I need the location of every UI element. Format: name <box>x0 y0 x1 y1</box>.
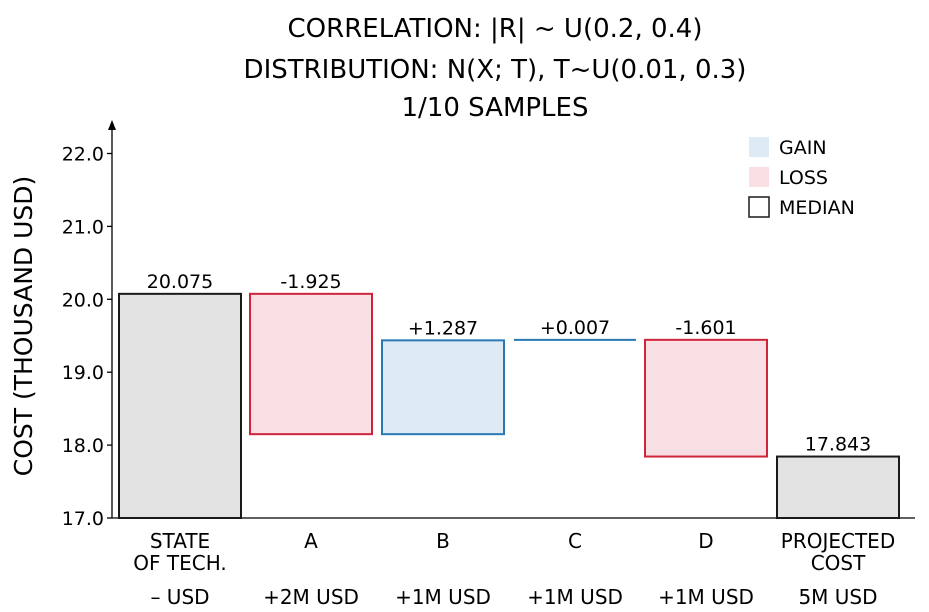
axes: 17.0 18.0 19.0 20.0 21.0 22.0 <box>62 120 915 530</box>
category-sublabel: +2M USD <box>263 585 359 609</box>
bar-value-label: +0.007 <box>540 317 610 339</box>
category-label: PROJECTED <box>781 529 895 553</box>
bar-value-label: 17.843 <box>805 434 871 456</box>
bar-loss <box>644 338 768 458</box>
bar-median <box>776 455 900 519</box>
category-sublabel: – USD <box>150 585 209 609</box>
category-sublabel: 5M USD <box>798 585 877 609</box>
title-line-1: CORRELATION: |R| ~ U(0.2, 0.4) <box>288 14 703 44</box>
legend-label-median: MEDIAN <box>779 197 855 219</box>
y-tick-label: 19.0 <box>62 362 104 384</box>
category-sublabel: +1M USD <box>395 585 491 609</box>
legend-swatch-gain <box>749 137 769 157</box>
y-tick-label: 22.0 <box>62 144 104 166</box>
bar-loss <box>249 292 373 436</box>
category-sublabel: +1M USD <box>527 585 623 609</box>
title-line-2: DISTRIBUTION: N(X; T), T~U(0.01, 0.3) <box>244 55 747 85</box>
y-tick-label: 17.0 <box>62 508 104 530</box>
category-label: COST <box>811 551 866 575</box>
y-tick-label: 18.0 <box>62 435 104 457</box>
legend-swatch-median <box>748 196 770 218</box>
category-label: B <box>436 529 450 553</box>
category-label: STATE <box>150 529 210 553</box>
bar-value-label: -1.925 <box>280 271 341 293</box>
category-label: OF TECH. <box>133 551 226 575</box>
bar-gain <box>381 339 505 436</box>
y-tick-label: 21.0 <box>62 216 104 238</box>
y-axis-label: COST (THOUSAND USD) <box>9 176 38 477</box>
bars <box>118 292 900 519</box>
category-sublabel: +1M USD <box>658 585 754 609</box>
legend-label-loss: LOSS <box>779 167 828 189</box>
y-tick-label: 20.0 <box>62 289 104 311</box>
y-axis-arrow <box>108 120 116 130</box>
category-label: D <box>698 529 713 553</box>
bar-median <box>118 292 242 519</box>
legend: GAIN LOSS MEDIAN <box>748 137 855 219</box>
legend-swatch-loss <box>749 167 769 187</box>
title-line-3: 1/10 SAMPLES <box>402 93 589 123</box>
bar-value-label: +1.287 <box>408 317 478 339</box>
y-axis-label-group: COST (THOUSAND USD) <box>9 176 38 477</box>
bar-value-label: 20.075 <box>147 271 213 293</box>
chart-title: CORRELATION: |R| ~ U(0.2, 0.4) DISTRIBUTI… <box>244 14 747 123</box>
bar-value-label: -1.601 <box>675 317 736 339</box>
legend-label-gain: GAIN <box>779 137 827 159</box>
category-label: C <box>568 529 582 553</box>
value-labels: 20.075 -1.925 +1.287 +0.007 -1.601 17.843 <box>147 271 871 456</box>
category-label: A <box>304 529 318 553</box>
